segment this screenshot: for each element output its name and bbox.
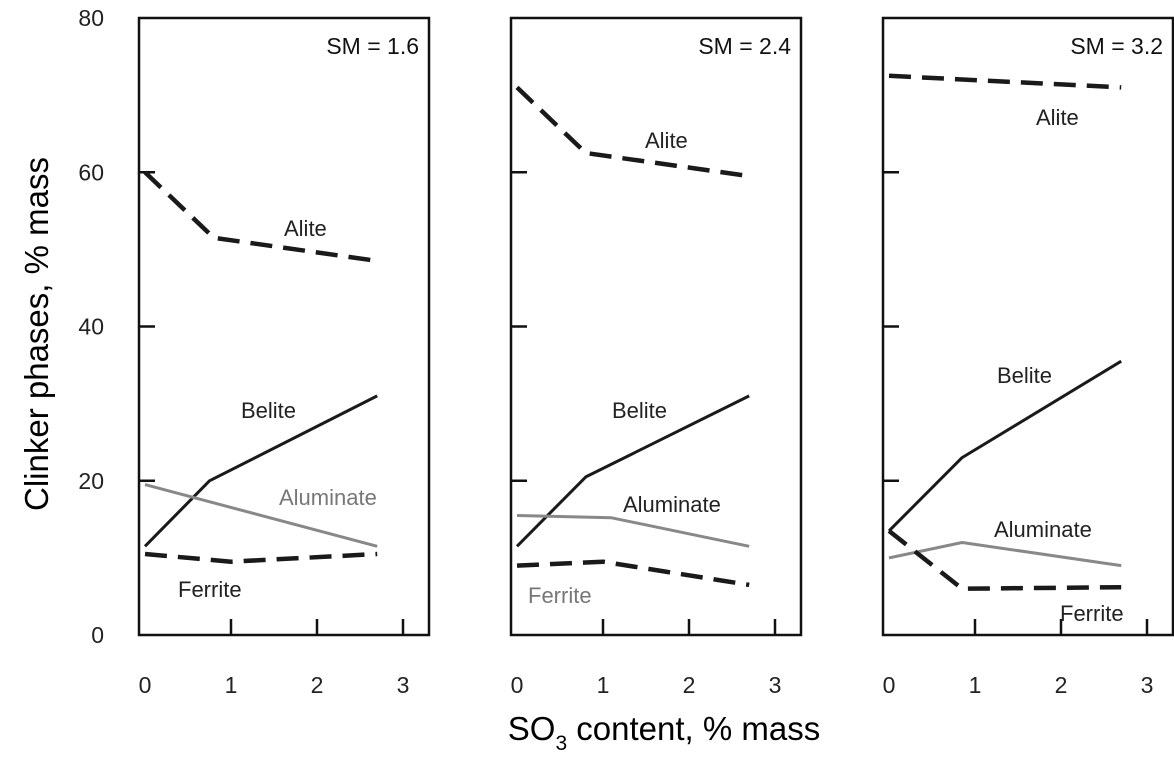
x-tick-label: 0 xyxy=(511,672,524,698)
series-line-belite xyxy=(515,394,750,548)
y-tick-label: 60 xyxy=(78,159,104,185)
series-line-aluminate xyxy=(888,541,1122,568)
y-tick-label: 40 xyxy=(78,314,104,340)
series-line-aluminate xyxy=(144,483,378,548)
panel-title: SM = 3.2 xyxy=(1070,33,1163,59)
x-tick-label: 2 xyxy=(683,672,696,698)
panel-frame xyxy=(509,16,803,637)
series-label-belite: Belite xyxy=(241,398,296,423)
x-tick-label: 3 xyxy=(1141,672,1154,698)
series-label-alite: Alite xyxy=(284,216,327,241)
y-tick-label: 0 xyxy=(91,622,104,648)
x-tick-label: 0 xyxy=(883,672,896,698)
panel-frame xyxy=(881,16,1174,637)
series-line-alite xyxy=(515,85,750,179)
y-tick-label: 80 xyxy=(78,5,104,31)
panel-title: SM = 1.6 xyxy=(326,33,419,59)
series-line-belite xyxy=(887,359,1122,532)
y-axis-title: Clinker phases, % mass xyxy=(18,157,55,511)
x-tick-label: 0 xyxy=(139,672,152,698)
series-label-belite: Belite xyxy=(997,363,1052,388)
series-label-belite: Belite xyxy=(612,398,667,423)
panel-title: SM = 2.4 xyxy=(698,33,791,59)
y-tick-label: 20 xyxy=(78,468,104,494)
panel-frame xyxy=(137,16,431,637)
series-label-aluminate: Aluminate xyxy=(279,485,377,510)
x-tick-label: 3 xyxy=(769,672,782,698)
x-tick-label: 2 xyxy=(1055,672,1068,698)
x-tick-label: 2 xyxy=(311,672,324,698)
x-axis-title-rest: content, % mass xyxy=(567,710,820,747)
x-axis-title-main: SO xyxy=(508,710,556,747)
x-axis-title: SO3 content, % mass xyxy=(508,710,820,755)
series-label-alite: Alite xyxy=(1036,105,1079,130)
series-line-ferrite xyxy=(516,559,750,588)
series-label-ferrite: Ferrite xyxy=(1060,601,1124,626)
series-line-aluminate xyxy=(516,514,750,548)
x-axis-title-subscript: 3 xyxy=(555,732,567,755)
series-label-aluminate: Aluminate xyxy=(623,492,721,517)
series-line-ferrite xyxy=(887,529,1122,591)
panel-3: 0 1 2 3 SM = 3.2 Alite Belite Aluminate Ferrite xyxy=(881,16,1174,698)
x-tick-label: 3 xyxy=(397,672,410,698)
x-tick-label: 1 xyxy=(969,672,982,698)
series-label-ferrite: Ferrite xyxy=(528,583,592,608)
series-line-alite xyxy=(143,170,378,264)
series-line-belite xyxy=(143,394,378,548)
panel-2: 0 1 2 3 SM = 2.4 Alite Belite Aluminate Ferrite xyxy=(509,16,803,698)
series-label-ferrite: Ferrite xyxy=(178,577,242,602)
series-line-alite xyxy=(888,73,1122,90)
series-label-aluminate: Aluminate xyxy=(994,517,1092,542)
series-line-ferrite xyxy=(144,551,378,564)
series-label-alite: Alite xyxy=(645,128,688,153)
panel-1: 0 20 40 60 80 0 1 2 3 SM = 1.6 Alite Belite Aluminat… xyxy=(78,5,431,698)
x-tick-label: 1 xyxy=(597,672,610,698)
x-tick-label: 1 xyxy=(225,672,238,698)
